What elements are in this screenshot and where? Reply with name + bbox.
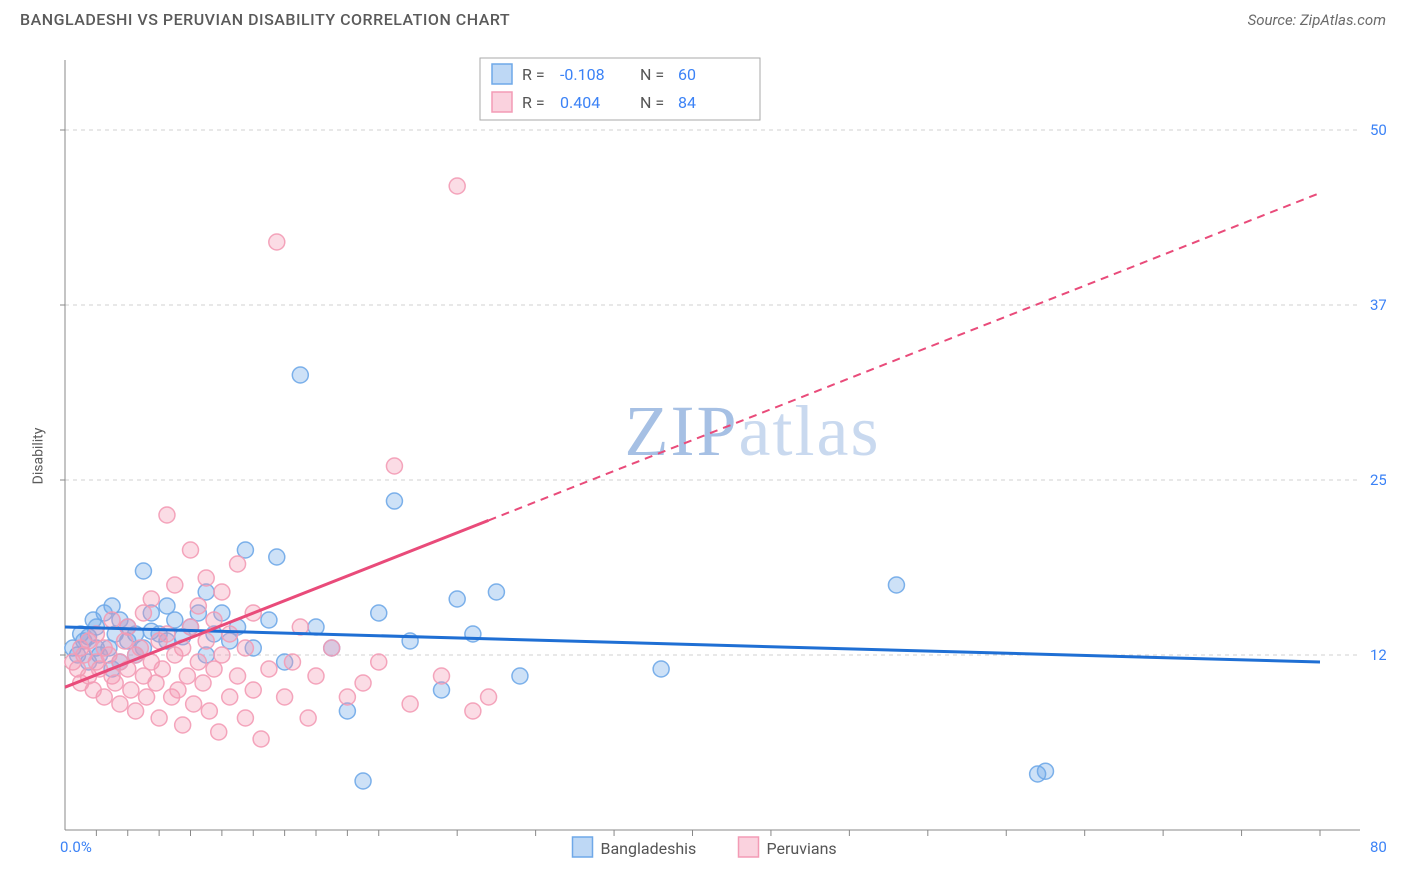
data-point [179,668,195,684]
bottom-legend-swatch [573,837,593,857]
data-point [512,668,528,684]
data-point [190,598,206,614]
data-point [167,577,183,593]
data-point [339,689,355,705]
data-point [128,703,144,719]
data-point [211,724,227,740]
data-point [449,591,465,607]
data-point [201,703,217,719]
legend-r-value: 0.404 [560,93,600,112]
data-point [488,584,504,600]
data-point [300,710,316,726]
data-point [96,689,112,705]
data-point [214,584,230,600]
bottom-legend-label: Peruvians [767,839,837,858]
chart-title: BANGLADESHI VS PERUVIAN DISABILITY CORRE… [20,10,510,29]
data-point [139,689,155,705]
data-point [355,773,371,789]
watermark: ZIPatlas [625,391,881,471]
y-tick-label: 50.0% [1370,121,1386,139]
legend-r-label: R = [522,93,545,112]
data-point [308,668,324,684]
bottom-legend-label: Bangladeshis [601,839,697,858]
data-point [237,710,253,726]
data-point [402,696,418,712]
data-point [195,675,211,691]
data-point [371,654,387,670]
data-point [371,605,387,621]
data-point [434,668,450,684]
data-point [237,640,253,656]
source-label: Source: ZipAtlas.com [1248,11,1386,29]
legend-swatch [492,92,512,112]
legend-n-value: 60 [678,65,696,84]
data-point [132,640,148,656]
data-point [151,710,167,726]
legend-n-value: 84 [678,93,696,112]
legend-n-label: N = [640,93,664,112]
data-point [222,626,238,642]
data-point [386,493,402,509]
data-point [107,675,123,691]
data-point [888,577,904,593]
data-point [120,619,136,635]
bottom-legend-swatch [739,837,759,857]
data-point [481,689,497,705]
data-point [183,542,199,558]
legend-swatch [492,64,512,84]
data-point [170,682,186,698]
data-point [159,507,175,523]
data-point [104,612,120,628]
data-point [214,647,230,663]
scatter-chart: 12.5% 25.0% 37.5% 50.0% 0.0% 80.0% ZIPatlas R =… [20,40,1386,872]
data-point [112,696,128,712]
legend-r-label: R = [522,65,545,84]
data-point [175,717,191,733]
data-point [449,178,465,194]
legend-n-label: N = [640,65,664,84]
data-point [261,661,277,677]
data-point [186,696,202,712]
y-tick-label: 25.0% [1370,471,1386,489]
data-point [135,563,151,579]
data-point [324,640,340,656]
data-point [123,682,139,698]
data-point [117,633,133,649]
data-point [198,570,214,586]
data-point [1037,763,1053,779]
data-point [190,654,206,670]
data-point [230,556,246,572]
data-point [277,689,293,705]
data-point [253,731,269,747]
data-point [261,612,277,628]
data-point [269,234,285,250]
data-point [230,668,246,684]
data-point [143,591,159,607]
y-tick-label: 37.5% [1370,296,1386,314]
x-origin-label: 0.0% [60,838,92,856]
y-tick-label: 12.5% [1370,646,1386,664]
data-point [222,689,238,705]
data-point [183,619,199,635]
data-point [653,661,669,677]
trend-line-dashed [489,193,1320,520]
legend-r-value: -0.108 [560,65,605,84]
data-point [269,549,285,565]
data-point [245,682,261,698]
data-point [355,675,371,691]
y-axis-label: Disability [30,428,46,485]
data-point [386,458,402,474]
data-point [465,703,481,719]
data-point [284,654,300,670]
x-max-label: 80.0% [1370,838,1386,856]
data-point [292,367,308,383]
data-point [154,661,170,677]
